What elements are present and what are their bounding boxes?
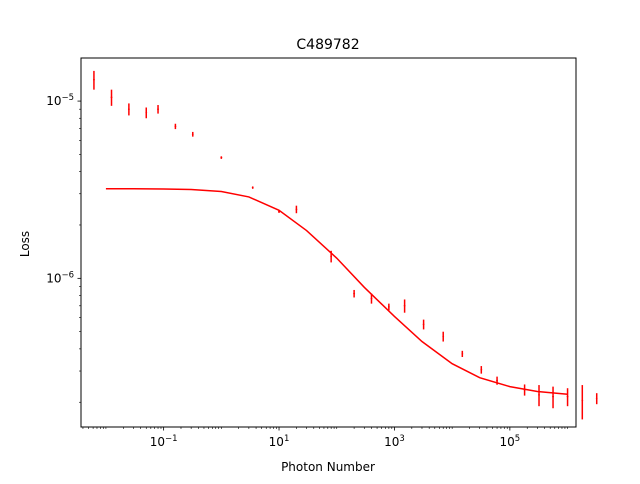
error-bar-layer — [93, 70, 598, 420]
data-point — [496, 379, 498, 382]
x-tick-label: 103 — [384, 434, 405, 449]
y-tick-label: 10−5 — [46, 93, 74, 108]
data-point — [566, 395, 569, 398]
data-point — [552, 395, 554, 398]
data-point — [538, 394, 540, 396]
y-axis-label: Loss — [18, 231, 32, 257]
data-point — [295, 208, 298, 211]
data-point — [145, 111, 148, 114]
x-tick-label: 101 — [269, 434, 290, 449]
data-point — [581, 399, 584, 402]
fit-curve — [105, 188, 568, 395]
data-point — [191, 133, 194, 136]
data-point — [251, 186, 254, 189]
data-point — [278, 210, 280, 213]
data-point — [220, 156, 223, 159]
data-point — [330, 255, 333, 258]
data-point — [353, 292, 356, 295]
data-point — [174, 125, 177, 128]
fit-curve-layer — [105, 188, 568, 395]
data-point — [403, 304, 406, 307]
x-tick-label: 10−1 — [150, 434, 178, 449]
chart-title: C489782 — [296, 37, 359, 53]
data-point — [442, 335, 445, 338]
data-point — [93, 78, 95, 81]
x-tick-label: 105 — [500, 434, 521, 449]
plot-frame — [80, 57, 577, 428]
data-point — [422, 323, 425, 326]
data-point — [480, 368, 483, 371]
data-point — [370, 297, 373, 300]
data-point — [387, 306, 390, 308]
y-tick-label: 10−6 — [46, 270, 74, 285]
data-point — [127, 108, 130, 111]
data-point — [461, 352, 464, 355]
data-point — [157, 108, 159, 111]
x-axis-label: Photon Number — [281, 460, 375, 474]
data-point — [523, 388, 526, 391]
data-point — [595, 397, 598, 400]
data-point — [110, 96, 113, 99]
